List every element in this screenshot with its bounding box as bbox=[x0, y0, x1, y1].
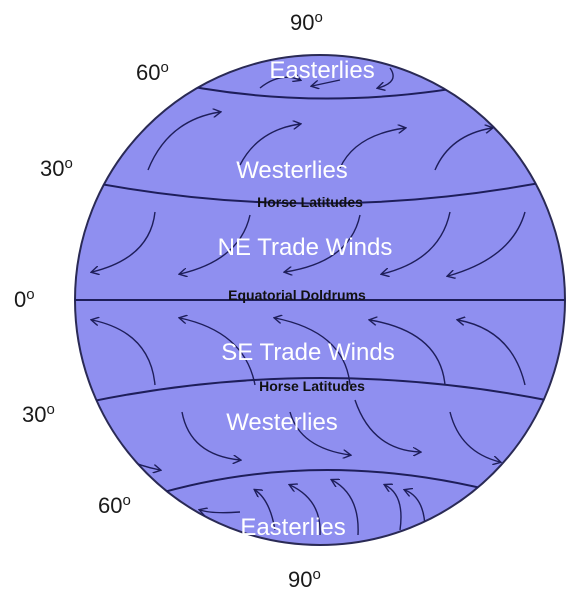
latitude-line-north-30 bbox=[75, 175, 565, 205]
curved-arrow-icon bbox=[147, 112, 220, 171]
label-30-south: 30o bbox=[22, 401, 55, 427]
label-ne-trade-winds: NE Trade Winds bbox=[218, 234, 393, 261]
curved-arrow-icon bbox=[385, 485, 402, 531]
label-south-horse-latitudes: Horse Latitudes bbox=[259, 378, 365, 394]
label-60-north: 60o bbox=[136, 59, 169, 85]
label-0-equator: 0o bbox=[14, 286, 35, 312]
curved-arrow-icon bbox=[370, 320, 446, 386]
latitude-line-south-60 bbox=[149, 469, 506, 497]
label-90-top: 90o bbox=[290, 9, 323, 35]
curved-arrow-icon bbox=[92, 211, 156, 272]
curved-arrow-icon bbox=[434, 128, 492, 171]
curved-arrow-icon bbox=[448, 211, 526, 276]
curved-arrow-icon bbox=[289, 411, 350, 455]
label-north-horse-latitudes: Horse Latitudes bbox=[257, 194, 363, 210]
curved-arrow-icon bbox=[312, 79, 341, 86]
curved-arrow-icon bbox=[180, 318, 256, 386]
label-30-north: 30o bbox=[40, 155, 73, 181]
curved-arrow-icon bbox=[382, 211, 451, 274]
curved-arrow-icon bbox=[458, 320, 526, 386]
wind-arrows bbox=[92, 67, 526, 536]
curved-arrow-icon bbox=[290, 485, 321, 536]
label-90-bottom: 90o bbox=[288, 566, 321, 592]
label-north-westerlies: Westerlies bbox=[236, 157, 348, 184]
curved-arrow-icon bbox=[449, 411, 500, 462]
curved-arrow-icon bbox=[200, 510, 241, 513]
curved-arrow-icon bbox=[378, 67, 394, 88]
curved-arrow-icon bbox=[275, 318, 351, 386]
curved-arrow-icon bbox=[259, 77, 300, 89]
curved-arrow-icon bbox=[255, 490, 276, 531]
curved-arrow-icon bbox=[92, 320, 156, 386]
curved-arrow-icon bbox=[354, 399, 420, 452]
curved-arrow-icon bbox=[239, 124, 300, 166]
curved-arrow-icon bbox=[181, 411, 240, 460]
curved-arrow-icon bbox=[285, 214, 361, 272]
label-south-easterlies: Easterlies bbox=[240, 514, 345, 541]
label-south-westerlies: Westerlies bbox=[226, 409, 338, 436]
latitude-line-south-30 bbox=[75, 377, 565, 407]
label-north-easterlies: Easterlies bbox=[269, 57, 374, 84]
label-se-trade-winds: SE Trade Winds bbox=[221, 339, 394, 366]
label-equatorial-doldrums: Equatorial Doldrums bbox=[228, 287, 366, 303]
curved-arrow-icon bbox=[339, 128, 405, 169]
curved-arrow-icon bbox=[332, 480, 359, 536]
curved-arrow-icon bbox=[180, 214, 251, 274]
label-60-south: 60o bbox=[98, 492, 131, 518]
